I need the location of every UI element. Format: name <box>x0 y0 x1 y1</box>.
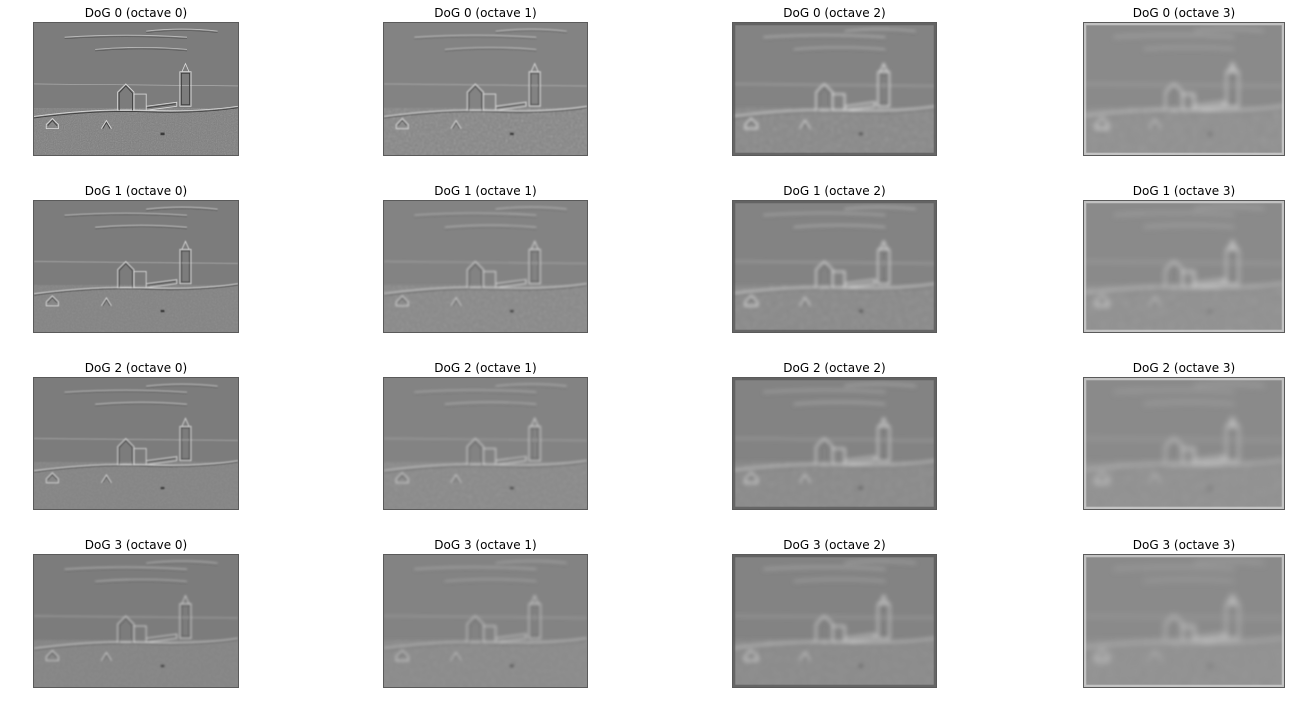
panel-title: DoG 2 (octave 2) <box>783 361 886 375</box>
panel-dog1-octave2: DoG 1 (octave 2) <box>732 184 937 336</box>
dog-scene <box>1084 378 1284 509</box>
dog-scene <box>733 23 936 155</box>
panel-title: DoG 0 (octave 2) <box>783 6 886 20</box>
dog-scene <box>1084 201 1284 332</box>
dog-image <box>33 22 239 156</box>
dog-scene <box>733 555 936 687</box>
panel-title: DoG 0 (octave 3) <box>1132 6 1236 20</box>
dog-scene <box>733 378 936 509</box>
panel-title: DoG 2 (octave 3) <box>1132 361 1236 375</box>
dog-image <box>732 22 937 156</box>
dog-image <box>1083 377 1285 510</box>
panel-title: DoG 2 (octave 1) <box>434 361 537 375</box>
panel-dog0-octave2: DoG 0 (octave 2) <box>732 6 937 158</box>
dog-image <box>33 554 239 688</box>
dog-scene <box>34 378 238 509</box>
panel-title: DoG 3 (octave 3) <box>1132 538 1236 552</box>
panel-title: DoG 3 (octave 0) <box>84 538 188 552</box>
panel-dog0-octave1: DoG 0 (octave 1) <box>383 6 588 158</box>
panel-dog0-octave3: DoG 0 (octave 3) <box>1083 6 1285 158</box>
dog-image <box>383 554 588 688</box>
dog-scene <box>1084 555 1284 687</box>
panel-title: DoG 0 (octave 1) <box>434 6 537 20</box>
dog-scene <box>34 555 238 687</box>
dog-image <box>33 377 239 510</box>
panel-dog2-octave2: DoG 2 (octave 2) <box>732 361 937 513</box>
panel-dog1-octave0: DoG 1 (octave 0) <box>33 184 239 336</box>
panel-dog0-octave0: DoG 0 (octave 0) <box>33 6 239 158</box>
dog-image <box>33 200 239 333</box>
panel-title: DoG 0 (octave 0) <box>84 6 188 20</box>
dog-scene <box>34 201 238 332</box>
dog-image <box>1083 22 1285 156</box>
panel-dog3-octave2: DoG 3 (octave 2) <box>732 538 937 690</box>
panel-title: DoG 3 (octave 2) <box>783 538 886 552</box>
panel-title: DoG 1 (octave 0) <box>84 184 188 198</box>
panel-dog3-octave0: DoG 3 (octave 0) <box>33 538 239 690</box>
dog-image <box>383 200 588 333</box>
panel-title: DoG 3 (octave 1) <box>434 538 537 552</box>
panel-dog2-octave1: DoG 2 (octave 1) <box>383 361 588 513</box>
dog-image <box>1083 554 1285 688</box>
dog-image <box>732 200 937 333</box>
panel-title: DoG 1 (octave 1) <box>434 184 537 198</box>
dog-image <box>1083 200 1285 333</box>
dog-scene <box>384 201 587 332</box>
dog-image <box>732 377 937 510</box>
dog-image <box>383 22 588 156</box>
panel-dog3-octave3: DoG 3 (octave 3) <box>1083 538 1285 690</box>
dog-scene <box>384 378 587 509</box>
dog-scene <box>1084 23 1284 155</box>
dog-image <box>732 554 937 688</box>
dog-image <box>383 377 588 510</box>
panel-title: DoG 1 (octave 3) <box>1132 184 1236 198</box>
panel-dog1-octave3: DoG 1 (octave 3) <box>1083 184 1285 336</box>
panel-dog2-octave3: DoG 2 (octave 3) <box>1083 361 1285 513</box>
panel-dog2-octave0: DoG 2 (octave 0) <box>33 361 239 513</box>
dog-scene <box>34 23 238 155</box>
panel-title: DoG 1 (octave 2) <box>783 184 886 198</box>
dog-scene <box>384 23 587 155</box>
dog-scene <box>384 555 587 687</box>
panel-dog3-octave1: DoG 3 (octave 1) <box>383 538 588 690</box>
panel-title: DoG 2 (octave 0) <box>84 361 188 375</box>
panel-dog1-octave1: DoG 1 (octave 1) <box>383 184 588 336</box>
dog-scene <box>733 201 936 332</box>
